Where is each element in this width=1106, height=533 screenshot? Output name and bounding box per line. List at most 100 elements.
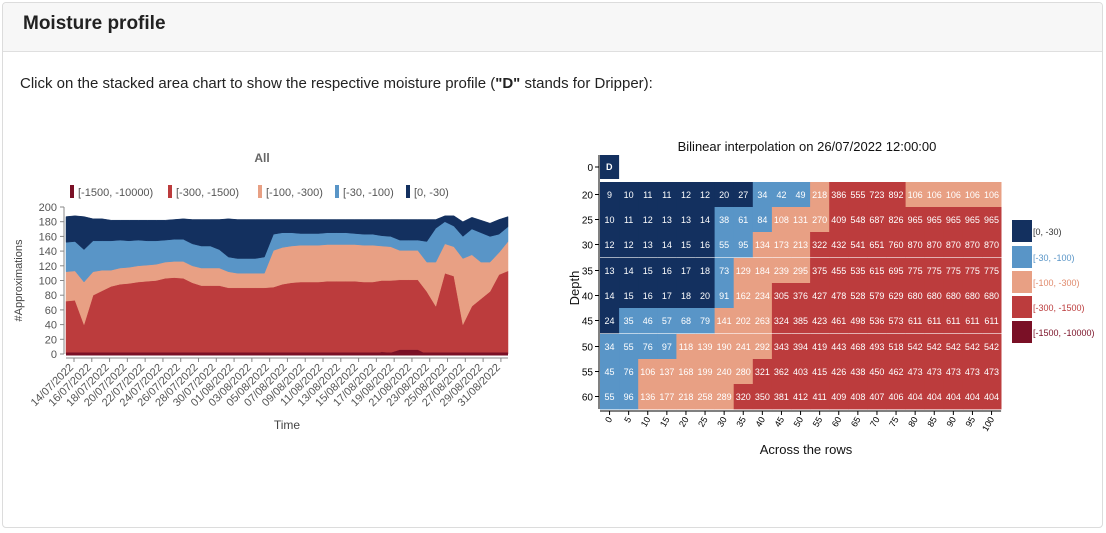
cell-value: 427	[812, 291, 827, 301]
heatmap-cell	[752, 308, 773, 334]
heatmap-x-label: 85	[925, 415, 939, 429]
cell-value: 218	[678, 392, 693, 402]
cell-value: 518	[889, 342, 904, 352]
cell-value: 343	[774, 342, 789, 352]
cell-value: 106	[908, 190, 923, 200]
heatmap-cell	[791, 258, 811, 284]
heatmap-cell	[695, 232, 715, 258]
legend-item[interactable]: [-300, -1500)	[168, 185, 239, 199]
cell-value: 680	[984, 291, 999, 301]
area-series-4[interactable]	[65, 215, 509, 259]
cell-value: 292	[755, 342, 770, 352]
cell-value: 96	[624, 392, 634, 402]
legend-swatch	[258, 185, 262, 198]
moisture-heatmap: Bilinear interpolation on 26/07/2022 12:…	[567, 139, 1095, 457]
cell-value: 324	[774, 316, 789, 326]
cell-value: 55	[719, 240, 729, 250]
cell-value: 536	[869, 316, 884, 326]
heatmap-cell	[848, 384, 868, 410]
legend-item[interactable]: [-100, -300)	[258, 185, 323, 199]
heatmap-cell	[962, 232, 983, 258]
cell-value: 17	[681, 266, 691, 276]
heatmap-cell	[867, 258, 887, 284]
cell-value: 15	[643, 266, 653, 276]
cell-value: 409	[831, 392, 846, 402]
stacked-area-chart[interactable]: All [-1500, -10000) [-300, -1500) [-100, -3…	[0, 140, 540, 440]
y-tick-label: 100	[39, 276, 57, 288]
heatmap-x-label: 10	[639, 415, 653, 429]
heatmap-cell	[752, 182, 773, 208]
heatmap-cell	[657, 384, 677, 410]
heatmap-legend-label: [-300, -1500)	[1033, 303, 1085, 313]
legend-label: [-100, -300)	[266, 187, 323, 199]
heatmap-cell	[619, 308, 639, 334]
heatmap-cell	[771, 207, 792, 233]
cell-value: 91	[719, 291, 729, 301]
heatmap-legend-swatch	[1012, 246, 1032, 268]
heatmap-x-label: 90	[944, 415, 958, 429]
y-tick-label: 140	[39, 246, 57, 258]
cell-value: 493	[869, 342, 884, 352]
instruction-bold: "D"	[495, 75, 521, 92]
cell-value: 408	[850, 392, 865, 402]
y-tick-label: 80	[45, 290, 57, 302]
heatmap-cell	[657, 283, 677, 309]
cell-value: 16	[643, 291, 653, 301]
heatmap-cell	[791, 207, 811, 233]
heatmap-cell	[848, 258, 868, 284]
instruction-text: Click on the stacked area chart to show …	[20, 75, 653, 92]
heatmap-cell	[962, 207, 983, 233]
cell-value: 404	[965, 392, 980, 402]
heatmap-cell	[714, 207, 735, 233]
cell-value: 12	[700, 190, 710, 200]
heatmap-cell	[771, 232, 792, 258]
legend-item[interactable]: [-1500, -10000)	[70, 185, 153, 199]
heatmap-y-label: 50	[582, 343, 594, 354]
heatmap-cell	[886, 384, 906, 410]
cell-value: 295	[793, 266, 808, 276]
heatmap-cell	[733, 384, 754, 410]
cell-value: 106	[946, 190, 961, 200]
y-tick-label: 0	[51, 349, 57, 361]
cell-value: 38	[719, 215, 729, 225]
heatmap-cell	[924, 308, 945, 334]
cell-value: 473	[927, 367, 942, 377]
heatmap-cell	[886, 182, 906, 208]
heatmap-x-label: 5	[622, 415, 633, 424]
legend-item[interactable]: [0, -30)	[406, 185, 449, 199]
heatmap-cell	[886, 359, 906, 385]
cell-value: 263	[755, 316, 770, 326]
cell-value: 870	[927, 240, 942, 250]
cell-value: 375	[812, 266, 827, 276]
heatmap-legend-item: [-100, -300)	[1012, 271, 1080, 293]
heatmap-cell	[714, 308, 735, 334]
cell-value: 108	[774, 215, 789, 225]
cell-value: 468	[850, 342, 865, 352]
heatmap-cell	[791, 359, 811, 385]
cell-value: 542	[908, 342, 923, 352]
heatmap-cell	[695, 207, 715, 233]
heatmap-legend-item: [-30, -100)	[1012, 246, 1075, 268]
cell-value: 11	[643, 190, 652, 200]
heatmap-cell	[638, 359, 658, 385]
heatmap-cell	[829, 359, 849, 385]
cell-value: 687	[869, 215, 884, 225]
heatmap-cell	[771, 308, 792, 334]
legend-item[interactable]: [-30, -100)	[335, 185, 394, 199]
cell-value: 289	[717, 392, 732, 402]
legend-label: [-1500, -10000)	[78, 187, 153, 199]
dripper-label: D	[606, 162, 613, 172]
heatmap-x-label: 65	[849, 415, 863, 429]
cell-value: 870	[984, 240, 999, 250]
heatmap-cell	[924, 182, 945, 208]
heatmap-cell	[619, 384, 639, 410]
heatmap-cell	[733, 283, 754, 309]
cell-value: 9	[607, 190, 612, 200]
cell-value: 55	[605, 392, 615, 402]
cell-value: 17	[662, 291, 672, 301]
heatmap-cell	[848, 359, 868, 385]
heatmap-cell	[867, 182, 887, 208]
card-title: Moisture profile	[23, 13, 166, 34]
cell-value: 870	[908, 240, 923, 250]
heatmap-y-label: 60	[582, 393, 594, 404]
